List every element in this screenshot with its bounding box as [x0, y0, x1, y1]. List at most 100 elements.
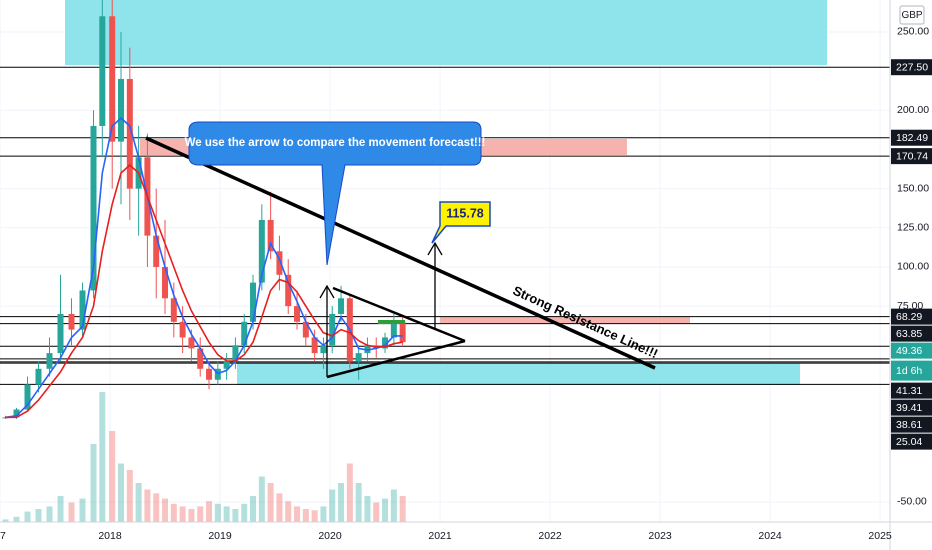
candle-body [126, 78, 133, 189]
level-label-box [891, 399, 932, 416]
candle-body [206, 368, 213, 380]
zone [440, 317, 690, 323]
x-tick-label: 2022 [538, 530, 562, 542]
candle-body [170, 298, 177, 322]
volume-bar [188, 509, 195, 522]
candle-body [188, 337, 195, 349]
volume-bar [126, 470, 133, 522]
level-label: 227.50 [896, 61, 928, 73]
arrow-head [427, 241, 443, 256]
volume-bar [276, 493, 283, 522]
drawings [145, 136, 656, 379]
candle-body [46, 353, 53, 369]
volume-bar [144, 489, 151, 522]
resistance-line [145, 136, 656, 370]
candle-body [179, 321, 186, 338]
moving-average [5, 117, 403, 419]
level-label: 39.41 [896, 402, 922, 414]
level-label-box [891, 342, 932, 359]
grid [0, 0, 890, 522]
candle-body [276, 251, 283, 275]
level-label-box [891, 382, 932, 399]
axis: 17 2018 2019 2020 2021 2022 2023 2024 2025 250.00… [0, 26, 932, 542]
candle-body [294, 306, 301, 322]
candle-body [197, 348, 204, 369]
x-tick-label: 2025 [868, 530, 892, 542]
level-label-box [891, 433, 932, 450]
volume-bar [267, 483, 274, 522]
volume-bar [294, 506, 301, 522]
volume-bar [355, 483, 362, 522]
x-tick-label: 2021 [428, 530, 452, 542]
x-tick-label: 2020 [318, 530, 342, 542]
volume-bar [320, 506, 327, 522]
volume-bar [250, 496, 257, 522]
level-label: 182.49 [896, 132, 928, 144]
volume-bar [153, 493, 160, 522]
level-label: 68.29 [896, 311, 922, 323]
volume-bar [35, 509, 42, 522]
candle-body [24, 384, 31, 410]
volume-bar [109, 431, 116, 522]
candle-body [153, 235, 160, 267]
volume-bar [346, 463, 353, 522]
y-tick-label: 250.00 [897, 26, 929, 38]
candle-body [68, 313, 75, 330]
level-label: 25.04 [896, 436, 922, 448]
x-tick-label: 2023 [648, 530, 672, 542]
volume-bar [13, 516, 20, 522]
y-tick-label: 200.00 [897, 104, 929, 116]
volume-bar [57, 496, 64, 522]
x-tick-label: 2018 [98, 530, 122, 542]
volume-bar [373, 502, 380, 522]
y-tick-label: -50.00 [897, 496, 927, 508]
candle-body [99, 16, 106, 126]
level-label: 63.85 [896, 328, 922, 340]
candle-body [13, 409, 20, 418]
volume-bar [24, 511, 31, 522]
volume-bar [79, 498, 86, 522]
countdown-box [891, 360, 932, 381]
volume-bar [223, 506, 230, 522]
candle-body [118, 78, 125, 142]
candle-body [162, 266, 169, 299]
level-label: 41.31 [896, 385, 922, 397]
target-box [431, 201, 491, 244]
triangle-line [326, 339, 466, 379]
volume-bar [118, 463, 125, 522]
y-tick-label: 100.00 [897, 261, 929, 273]
candle-body [355, 353, 362, 361]
volume [2, 392, 406, 522]
volume-bar [68, 502, 75, 522]
candle-body [320, 345, 327, 354]
candle-body [302, 321, 309, 338]
volume-bar [214, 503, 221, 522]
candle-body [258, 219, 265, 283]
level-label: 170.74 [896, 150, 928, 162]
triangle-line [332, 286, 466, 343]
level-label-box [891, 129, 932, 146]
candle-body [250, 282, 257, 322]
volume-bar [329, 489, 336, 522]
volume-bar [399, 496, 406, 522]
candle-body [232, 345, 239, 361]
level-label-box [891, 59, 932, 76]
volume-bar [338, 483, 345, 522]
volume-bar [390, 489, 397, 522]
candle-body [267, 219, 274, 252]
y-tick-label: 125.00 [897, 222, 929, 234]
moving-average [5, 164, 403, 419]
candle-body [223, 360, 230, 369]
callout-bubble [188, 121, 482, 266]
volume-bar [311, 510, 318, 522]
level-label-box [891, 308, 932, 325]
candle-body [79, 290, 86, 330]
x-tick-label: 17 [0, 530, 6, 542]
callout-text: We use the arrow to compare the movement… [185, 137, 486, 149]
volume-bar [2, 519, 9, 522]
volume-bar [179, 506, 186, 522]
candle-body [241, 321, 248, 346]
candle-body [399, 321, 406, 343]
volume-bar [258, 476, 265, 522]
y-tick-label: 150.00 [897, 182, 929, 194]
